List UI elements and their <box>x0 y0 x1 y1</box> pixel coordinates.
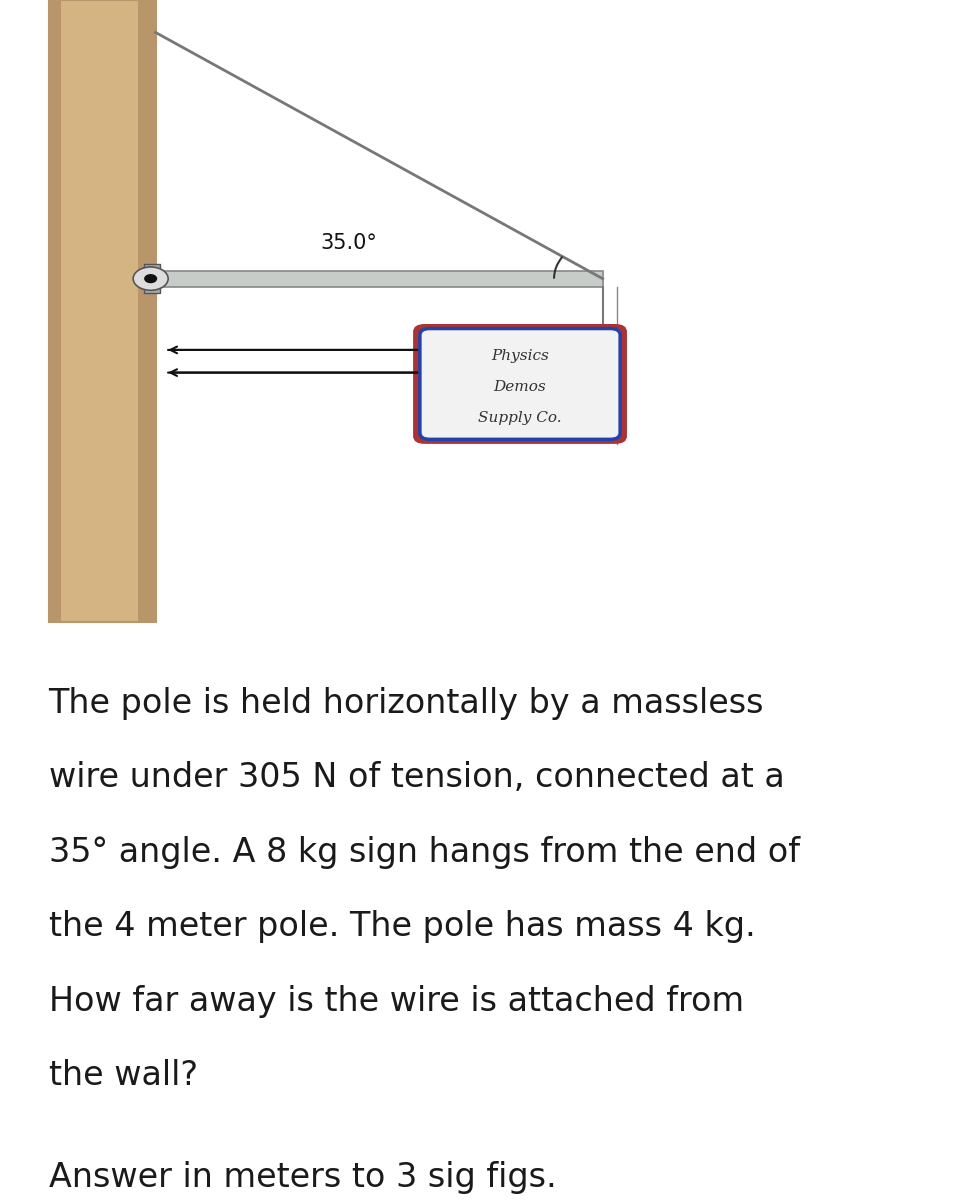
Bar <box>144 264 160 293</box>
Text: Answer in meters to 3 sig figs.: Answer in meters to 3 sig figs. <box>49 1162 556 1194</box>
Text: Demos: Demos <box>494 380 546 394</box>
Text: 35.0°: 35.0° <box>321 233 378 253</box>
Text: Supply Co.: Supply Co. <box>478 412 562 425</box>
Bar <box>49 0 156 622</box>
FancyBboxPatch shape <box>420 329 620 439</box>
Text: the 4 meter pole. The pole has mass 4 kg.: the 4 meter pole. The pole has mass 4 kg… <box>49 910 755 943</box>
Bar <box>49 0 156 622</box>
FancyBboxPatch shape <box>413 324 627 444</box>
Text: wire under 305 N of tension, connected at a: wire under 305 N of tension, connected a… <box>49 761 784 794</box>
Text: Physics: Physics <box>491 349 549 362</box>
Text: the wall?: the wall? <box>49 1060 197 1092</box>
Bar <box>138 0 156 622</box>
Text: The pole is held horizontally by a massless: The pole is held horizontally by a massl… <box>49 686 764 720</box>
Text: 35° angle. A 8 kg sign hangs from the end of: 35° angle. A 8 kg sign hangs from the en… <box>49 835 800 869</box>
Bar <box>156 270 603 287</box>
Bar <box>49 0 61 622</box>
Circle shape <box>133 266 168 290</box>
Circle shape <box>145 275 156 282</box>
Text: How far away is the wire is attached from: How far away is the wire is attached fro… <box>49 985 744 1018</box>
